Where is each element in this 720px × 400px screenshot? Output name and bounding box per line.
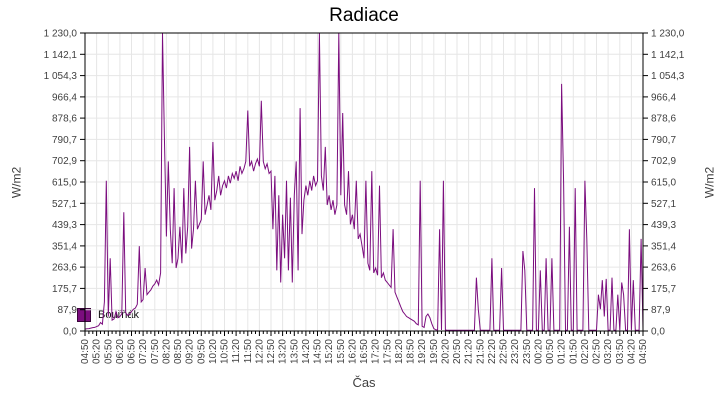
x-tick-label: 02:20 (580, 339, 591, 364)
x-tick-label: 07:50 (150, 339, 161, 364)
x-tick-label: 09:20 (185, 339, 196, 364)
y-tick-label-left: 175,7 (52, 284, 77, 295)
y-tick-label-right: 0,0 (651, 327, 665, 338)
y-tick-label-right: 263,6 (651, 263, 676, 274)
y-tick-label-left: 615,0 (52, 178, 77, 189)
y-tick-label-right: 439,3 (651, 220, 676, 231)
x-tick-label: 00:50 (545, 339, 556, 364)
x-tick-label: 23:20 (510, 339, 521, 364)
plot-border (84, 32, 644, 332)
y-tick-label-left: 263,6 (52, 263, 77, 274)
y-tick-label-right: 175,7 (651, 284, 676, 295)
x-tick-label: 10:20 (208, 339, 219, 364)
x-tick-label: 05:20 (92, 339, 103, 364)
x-axis-title: Čas (352, 375, 376, 390)
x-tick-label: 10:50 (220, 339, 231, 364)
x-tick-label: 15:50 (336, 339, 347, 364)
y-tick-label-left: 1 142,1 (44, 50, 78, 61)
x-tick-label: 04:20 (626, 339, 637, 364)
x-tick-label: 04:50 (80, 339, 91, 364)
x-tick-label: 12:20 (254, 339, 265, 364)
y-tick-label-left: 966,4 (52, 92, 77, 103)
x-tick-label: 19:20 (417, 339, 428, 364)
x-tick-label: 20:50 (452, 339, 463, 364)
x-tick-label: 03:20 (603, 339, 614, 364)
legend-series-label: Bouřňák (98, 309, 139, 321)
x-tick-label: 22:20 (487, 339, 498, 364)
x-tick-label: 01:50 (568, 339, 579, 364)
x-tick-label: 13:20 (278, 339, 289, 364)
y-tick-label-left: 702,9 (52, 156, 77, 167)
x-tick-label: 11:50 (243, 339, 254, 364)
y-tick-label-left: 1 054,3 (44, 71, 78, 82)
y-tick-label-left: 790,7 (52, 135, 77, 146)
x-tick-label: 21:50 (475, 339, 486, 364)
x-tick-label: 19:50 (429, 339, 440, 364)
y-tick-label-left: 87,9 (58, 305, 78, 316)
x-tick-label: 04:50 (638, 339, 649, 364)
x-tick-label: 03:50 (615, 339, 626, 364)
x-tick-label: 13:50 (289, 339, 300, 364)
y-tick-label-right: 878,6 (651, 114, 676, 125)
x-tick-label: 08:50 (173, 339, 184, 364)
y-tick-label-left: 527,1 (52, 199, 77, 210)
y-tick-label-left: 0,0 (63, 327, 77, 338)
legend: Bouřňák (77, 308, 139, 322)
chart-title: Radiace (329, 5, 399, 26)
y-tick-label-right: 966,4 (651, 92, 676, 103)
y-tick-label-left: 351,4 (52, 241, 77, 252)
y-tick-label-right: 1 230,0 (651, 29, 685, 40)
y-tick-label-right: 1 054,3 (651, 71, 685, 82)
y-tick-label-right: 615,0 (651, 178, 676, 189)
x-tick-label: 07:20 (138, 339, 149, 364)
x-tick-label: 09:50 (196, 339, 207, 364)
y-tick-label-right: 1 142,1 (651, 50, 685, 61)
x-tick-label: 05:50 (103, 339, 114, 364)
x-tick-label: 11:20 (231, 339, 242, 364)
y-tick-label-left: 439,3 (52, 220, 77, 231)
x-tick-label: 17:20 (371, 339, 382, 364)
x-tick-label: 18:20 (394, 339, 405, 364)
y-tick-label-left: 878,6 (52, 114, 77, 125)
x-tick-label: 06:20 (115, 339, 126, 364)
y-tick-label-right: 702,9 (651, 156, 676, 167)
y-tick-label-right: 527,1 (651, 199, 676, 210)
x-tick-label: 08:20 (161, 339, 172, 364)
x-tick-label: 20:20 (440, 339, 451, 364)
x-tick-label: 21:20 (464, 339, 475, 364)
x-tick-label: 16:20 (347, 339, 358, 364)
y-tick-label-right: 351,4 (651, 241, 676, 252)
x-tick-label: 00:20 (533, 339, 544, 364)
series-line (84, 32, 644, 331)
y-tick-label-right: 790,7 (651, 135, 676, 146)
x-tick-label: 16:50 (359, 339, 370, 364)
x-tick-label: 22:50 (499, 339, 510, 364)
x-tick-label: 15:20 (324, 339, 335, 364)
y-axis-title-right: W/m2 (702, 166, 717, 199)
x-tick-label: 23:50 (522, 339, 533, 364)
x-tick-label: 17:50 (382, 339, 393, 364)
legend-color-swatch (77, 308, 91, 322)
x-tick-label: 01:20 (557, 339, 568, 364)
x-tick-label: 02:50 (592, 339, 603, 364)
x-tick-label: 14:20 (301, 339, 312, 364)
x-tick-label: 06:50 (127, 339, 138, 364)
x-tick-label: 12:50 (266, 339, 277, 364)
y-tick-label-right: 87,9 (651, 305, 671, 316)
x-tick-label: 14:50 (313, 339, 324, 364)
y-axis-title-left: W/m2 (9, 166, 24, 199)
y-tick-label-left: 1 230,0 (44, 29, 78, 40)
x-tick-label: 18:50 (406, 339, 417, 364)
